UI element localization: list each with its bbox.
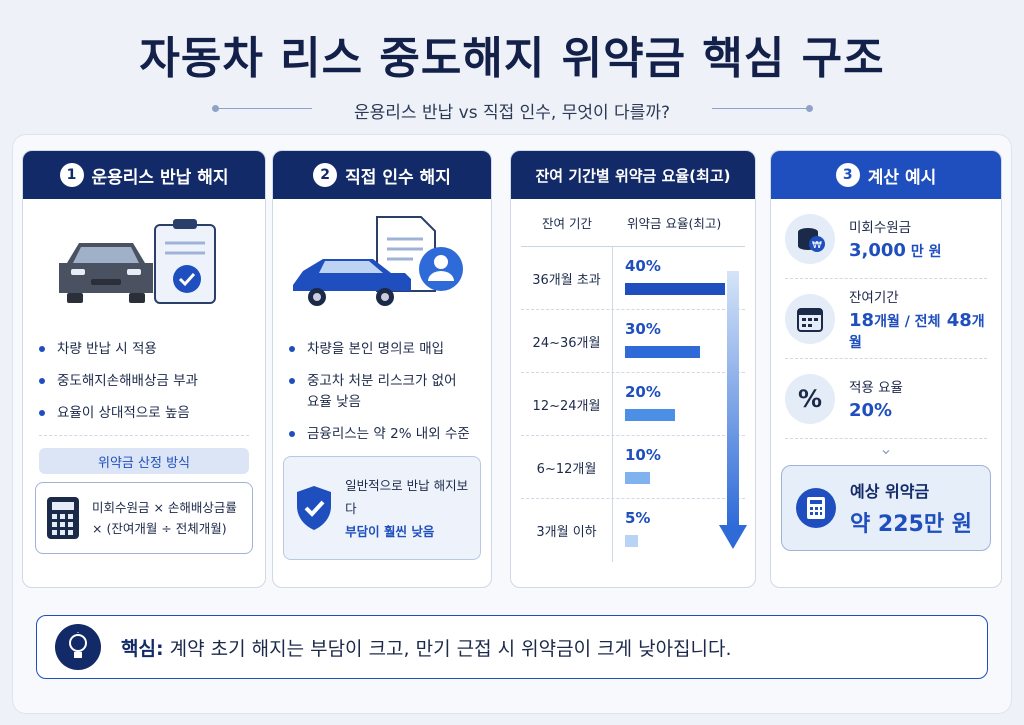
period-label: 잔여기간 (849, 289, 899, 306)
car-document-user-icon (293, 216, 463, 306)
rate-table-rows: 36개월 초과 40% 24~36개월 30% 12~24개월 20% 6~12개월 10% 3… (511, 247, 755, 562)
note-line-1: 일반적으로 반납 해지보다 (345, 477, 469, 516)
principal-label: 미회수원금 (849, 220, 912, 236)
list-item: 중도해지손해배상금 부과 (39, 371, 249, 392)
example-header: 3 계산 예시 (771, 151, 1001, 199)
rate-bar (625, 283, 725, 295)
rate-label: 적용 요율 (849, 380, 903, 396)
table-row: 12~24개월 20% (521, 373, 745, 436)
rate-value: 20% (849, 400, 893, 421)
table-cell-period: 12~24개월 (521, 373, 613, 435)
example-rate-row: % 적용 요율 20% (785, 359, 987, 439)
calculation-example-card: 3 계산 예시 ₩ 미회수원금 3,000 만 원 잔여기간 18개월 / 전체… (770, 150, 1002, 588)
table-row: 6~12개월 10% (521, 436, 745, 499)
takeaway-text: 계약 초기 해지는 부담이 크고, 만기 근접 시 위약금이 크게 낮아집니다. (169, 637, 732, 660)
period-value: 18개월 / 전체 48개월 (849, 309, 985, 351)
card1-header: 1 운용리스 반납 해지 (23, 151, 265, 199)
column-header-rate: 위약금 요율(최고) (627, 216, 722, 231)
takeaway-text-wrap: 핵심: 계약 초기 해지는 부담이 크고, 만기 근접 시 위약금이 크게 낮아… (121, 634, 732, 661)
rate-bar (625, 472, 650, 484)
table-row: 36개월 초과 40% (521, 247, 745, 310)
formula-box: 미회수원금 × 손해배상금률 × (잔여개월 ÷ 전체개월) (35, 482, 253, 554)
card1-illustration (23, 199, 265, 319)
list-item: 차량 반납 시 적용 (39, 339, 249, 360)
list-item: 요율이 상대적으로 높음 (39, 403, 249, 424)
table-cell-rate: 30% (613, 310, 745, 372)
calculator-icon (796, 488, 836, 528)
principal-value: 3,000 만 원 (849, 240, 942, 261)
result-box: 예상 위약금 약 225만 원 (781, 465, 991, 551)
table-row: 24~36개월 30% (521, 310, 745, 373)
formula-line-2: × (잔여개월 ÷ 전체개월) (92, 521, 227, 536)
rate-label: 5% (625, 509, 651, 527)
table-cell-rate: 5% (613, 499, 745, 562)
calendar-icon (785, 293, 835, 344)
page-title: 자동차 리스 중도해지 위약금 핵심 구조 (139, 33, 885, 84)
card2-number-badge: 2 (313, 163, 338, 187)
card2-note-box: 일반적으로 반납 해지보다 부담이 훨씬 낮음 (283, 456, 481, 560)
card-direct-purchase: 2 직접 인수 해지 차량을 본인 명의로 매입 중고차 처분 리스크가 없어 … (272, 150, 492, 588)
example-period-row: 잔여기간 18개월 / 전체 48개월 (785, 279, 987, 359)
list-item: 차량을 본인 명의로 매입 (289, 339, 475, 360)
result-label: 예상 위약금 (850, 482, 930, 501)
table-cell-rate: 20% (613, 373, 745, 435)
subtitle-divider-dot-right (806, 105, 813, 112)
rate-bar (625, 535, 638, 547)
example-number-badge: 3 (835, 163, 860, 187)
subtitle-divider-right (712, 108, 812, 109)
card-operating-lease-return: 1 운용리스 반납 해지 차량 반납 시 적용 중도해지손해배상금 부과 요율이… (22, 150, 266, 588)
table-cell-rate: 10% (613, 436, 745, 498)
card2-header: 2 직접 인수 해지 (273, 151, 491, 199)
list-item: 금융리스는 약 2% 내외 수준 (289, 424, 475, 445)
example-principal-row: ₩ 미회수원금 3,000 만 원 (785, 199, 987, 279)
rate-bar (625, 409, 675, 421)
formula-line-1: 미회수원금 × 손해배상금률 (92, 500, 237, 515)
lightbulb-icon (55, 624, 101, 670)
shield-check-icon (297, 486, 331, 530)
subtitle-divider-left (212, 108, 312, 109)
list-item: 중고차 처분 리스크가 없어 요율 낮음 (289, 371, 469, 413)
card1-bullet-list: 차량 반납 시 적용 중도해지손해배상금 부과 요율이 상대적으로 높음 (23, 339, 265, 424)
rate-label: 10% (625, 446, 661, 464)
car-clipboard-icon (59, 219, 216, 304)
decreasing-arrow-icon (719, 271, 747, 549)
table-row: 3개월 이하 5% (521, 499, 745, 562)
card2-illustration (273, 199, 491, 319)
subtitle-divider-dot-left (212, 105, 219, 112)
page-subtitle: 운용리스 반납 vs 직접 인수, 무엇이 다를까? (353, 103, 670, 123)
table-cell-period: 3개월 이하 (521, 499, 613, 562)
rate-label: 40% (625, 257, 661, 275)
table-cell-period: 36개월 초과 (521, 247, 613, 309)
rate-label: 20% (625, 383, 661, 401)
rate-table-card: 잔여 기간별 위약금 요율(최고) 잔여 기간 위약금 요율(최고) 36개월 … (510, 150, 756, 588)
rate-table-header: 잔여 기간별 위약금 요율(최고) (511, 151, 755, 199)
rate-label: 30% (625, 320, 661, 338)
percent-icon: % (785, 373, 835, 424)
key-takeaway-banner: 핵심: 계약 초기 해지는 부담이 크고, 만기 근접 시 위약금이 크게 낮아… (36, 615, 988, 679)
takeaway-keyword: 핵심: (121, 637, 164, 660)
rate-bar (625, 346, 700, 358)
card2-bullet-list: 차량을 본인 명의로 매입 중고차 처분 리스크가 없어 요율 낮음 금융리스는… (273, 339, 491, 445)
svg-text:₩: ₩ (812, 240, 822, 251)
rate-table-column-headers: 잔여 기간 위약금 요율(최고) (521, 199, 745, 247)
result-value: 약 225만 원 (850, 512, 972, 537)
chevron-down-icon: ⌄ (879, 439, 893, 458)
card1-number-badge: 1 (59, 163, 84, 187)
method-label: 위약금 산정 방식 (39, 448, 249, 474)
table-cell-rate: 40% (613, 247, 745, 309)
note-line-2: 부담이 훨씬 낮음 (345, 523, 435, 539)
calculator-icon (47, 497, 79, 539)
table-cell-period: 6~12개월 (521, 436, 613, 498)
example-title: 계산 예시 (867, 167, 937, 188)
column-header-period: 잔여 기간 (542, 216, 592, 231)
card2-title: 직접 인수 해지 (345, 167, 451, 188)
card1-title: 운용리스 반납 해지 (91, 167, 229, 188)
coin-stack-icon: ₩ (785, 213, 835, 264)
table-cell-period: 24~36개월 (521, 310, 613, 372)
